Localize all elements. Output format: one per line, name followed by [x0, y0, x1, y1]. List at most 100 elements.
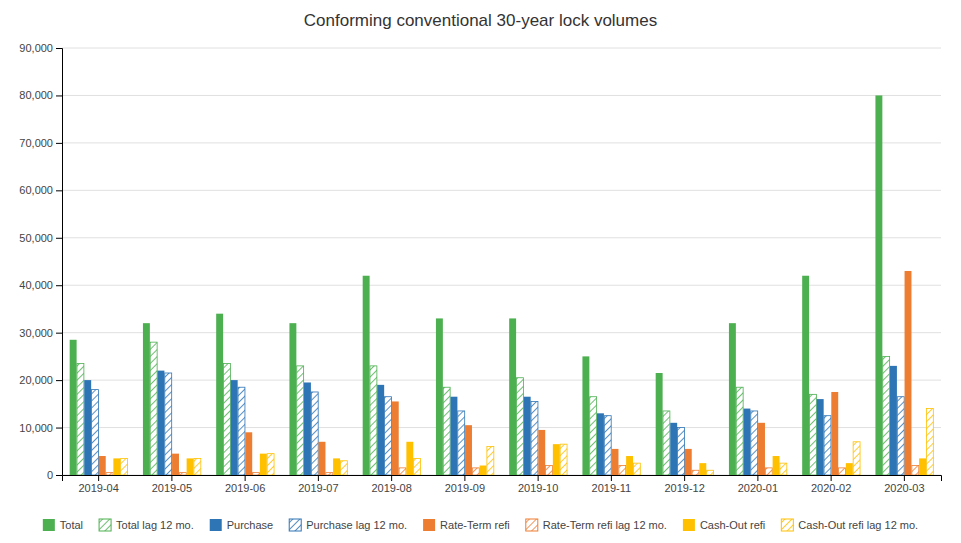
bar	[113, 458, 120, 475]
bar	[157, 371, 164, 475]
legend: Total Total lag 12 mo. Purchase Purchase la…	[43, 519, 918, 531]
x-tick: 2020-03	[884, 475, 924, 494]
bar	[472, 468, 479, 475]
legend-label: Purchase lag 12 mo.	[306, 519, 407, 531]
legend-item: Purchase	[210, 519, 273, 531]
bar	[773, 456, 780, 475]
bar	[590, 397, 597, 475]
y-tick: 90,000	[19, 42, 62, 54]
x-tick-label: 2019-06	[225, 482, 265, 494]
y-tick-label: 0	[47, 469, 53, 481]
legend-label: Cash-Out refi	[700, 519, 765, 531]
legend-item: Cash-Out refi	[683, 519, 765, 531]
bar-series	[121, 409, 934, 475]
y-tick: 50,000	[19, 232, 62, 244]
y-tick-mark	[56, 428, 62, 429]
bar	[465, 425, 472, 475]
bar	[729, 323, 736, 475]
x-tick: 2019-09	[445, 475, 485, 494]
x-tick: 2020-02	[811, 475, 851, 494]
legend-label: Total lag 12 mo.	[116, 519, 194, 531]
y-tick-label: 70,000	[19, 137, 53, 149]
x-tick: 2019-10	[518, 475, 558, 494]
x-tick-label: 2020-01	[738, 482, 778, 494]
bar	[824, 416, 831, 475]
grid-line	[62, 95, 941, 96]
y-tick-label: 50,000	[19, 232, 53, 244]
bar	[905, 271, 912, 475]
bar	[582, 356, 589, 475]
x-tick-label: 2019-08	[371, 482, 411, 494]
bar	[707, 470, 714, 475]
bar	[450, 397, 457, 475]
bar	[912, 466, 919, 475]
bar	[406, 442, 413, 475]
bar	[685, 449, 692, 475]
bar	[304, 382, 311, 475]
x-tick: 2020-01	[738, 475, 778, 494]
legend-item: Purchase lag 12 mo.	[289, 519, 407, 531]
bar	[297, 366, 304, 475]
bar	[340, 461, 347, 475]
bar-series	[77, 342, 890, 475]
bar	[678, 428, 685, 475]
bar	[253, 473, 260, 475]
bar	[311, 392, 318, 475]
bar	[194, 458, 201, 475]
bar	[780, 463, 787, 475]
x-tick-mark	[171, 475, 172, 481]
legend-swatch	[683, 519, 695, 531]
bar	[223, 364, 230, 475]
x-tick-mark	[538, 475, 539, 481]
grid-line	[62, 190, 941, 191]
bar	[839, 468, 846, 475]
y-tick: 80,000	[19, 89, 62, 101]
x-tick-label: 2020-03	[884, 482, 924, 494]
y-tick-mark	[56, 380, 62, 381]
bar	[524, 397, 531, 475]
x-axis-line	[63, 476, 942, 482]
x-tick-mark	[245, 475, 246, 481]
bar	[604, 416, 611, 475]
bar	[670, 423, 677, 475]
y-tick-mark	[56, 143, 62, 144]
x-tick-label: 2020-02	[811, 482, 851, 494]
y-tick-label: 30,000	[19, 327, 53, 339]
y-tick: 10,000	[19, 422, 62, 434]
grid-line	[62, 332, 941, 333]
y-tick: 20,000	[19, 374, 62, 386]
grid-line	[62, 237, 941, 238]
y-tick-label: 90,000	[19, 42, 53, 54]
bar	[370, 366, 377, 475]
grid-line	[62, 285, 941, 286]
bar	[831, 392, 838, 475]
legend-swatch	[99, 519, 111, 531]
bar	[926, 409, 933, 475]
bar	[699, 463, 706, 475]
y-tick-mark	[56, 48, 62, 49]
legend-item: Rate-Term refi	[423, 519, 510, 531]
bar	[633, 463, 640, 475]
bar-series	[99, 271, 912, 475]
legend-swatch	[43, 519, 55, 531]
bar	[179, 473, 186, 475]
x-tick: 2019-05	[152, 475, 192, 494]
bar	[736, 387, 743, 475]
bar	[553, 444, 560, 475]
bar	[289, 323, 296, 475]
grid	[62, 48, 941, 475]
bar	[509, 318, 516, 475]
bar-series	[84, 366, 897, 475]
bar	[238, 387, 245, 475]
y-tick-label: 60,000	[19, 184, 53, 196]
legend-swatch	[526, 519, 538, 531]
bar	[758, 423, 765, 475]
bar	[260, 454, 267, 475]
legend-label: Total	[60, 519, 83, 531]
x-axis: 2019-042019-052019-062019-072019-082019-…	[63, 475, 942, 494]
y-tick: 60,000	[19, 184, 62, 196]
bar	[150, 342, 157, 475]
bar	[187, 458, 194, 475]
chart: Conforming conventional 30-year lock vol…	[0, 0, 961, 543]
bar	[231, 380, 238, 475]
